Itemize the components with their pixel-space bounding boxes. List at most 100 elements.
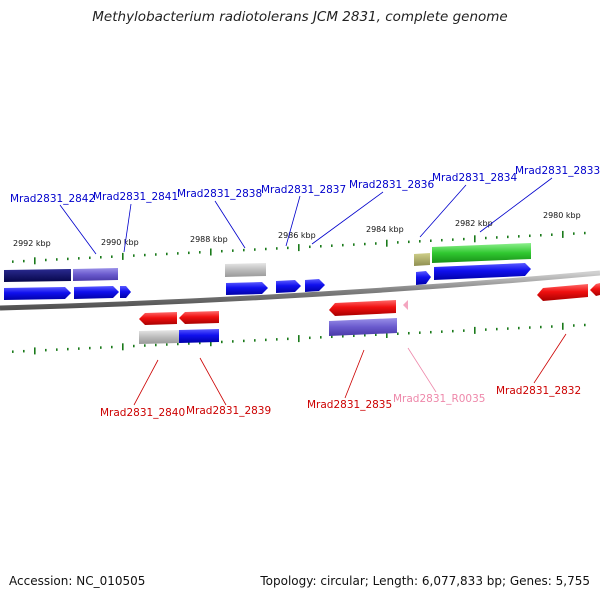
gene-arrow-reverse[interactable] [329, 300, 396, 316]
gene-block-olive[interactable] [414, 253, 430, 266]
gene-arrow-forward[interactable] [434, 263, 531, 280]
gene-label-mrad2831-r0035[interactable]: Mrad2831_R0035 [393, 393, 485, 405]
gene-label-mrad2831-2836[interactable]: Mrad2831_2836 [349, 179, 434, 191]
minor-tick [573, 232, 575, 235]
gene-label-mrad2831-2842[interactable]: Mrad2831_2842 [10, 193, 95, 205]
minor-tick [496, 236, 498, 239]
minor-tick [518, 235, 520, 238]
minor-tick [177, 252, 179, 255]
major-tick [474, 235, 476, 243]
gene-arrow-reverse[interactable] [139, 312, 177, 325]
minor-tick [342, 335, 344, 338]
major-tick [34, 347, 36, 355]
minor-tick [45, 258, 47, 262]
minor-tick [309, 336, 311, 340]
gene-label-mrad2831-2835[interactable]: Mrad2831_2835 [307, 399, 392, 411]
minor-tick [188, 251, 190, 255]
minor-tick [265, 338, 267, 342]
minor-tick [529, 234, 531, 238]
minor-tick [584, 231, 586, 235]
gene-arrow-forward[interactable] [74, 286, 119, 299]
minor-tick [78, 257, 80, 260]
minor-tick [23, 259, 25, 263]
minor-tick [353, 243, 355, 246]
gene-arrow-reverse[interactable] [179, 311, 219, 324]
gene-block-purple[interactable] [73, 268, 118, 281]
gene-arrow-forward[interactable] [416, 271, 431, 285]
minor-tick [155, 253, 157, 256]
gene-arrow-reverse[interactable] [537, 284, 588, 301]
rna-gene-marker[interactable] [403, 300, 408, 310]
gene-block-purple[interactable] [329, 318, 397, 336]
kbp-label: 2990 kbp [101, 238, 139, 247]
minor-tick [166, 252, 168, 256]
gene-arrow-reverse[interactable] [590, 283, 600, 296]
minor-tick [254, 248, 256, 251]
minor-tick [111, 345, 113, 349]
gene-arrow-forward[interactable] [4, 287, 71, 300]
gene-label-mrad2831-2840[interactable]: Mrad2831_2840 [100, 407, 185, 419]
gene-label-mrad2831-2841[interactable]: Mrad2831_2841 [93, 191, 178, 203]
minor-tick [78, 347, 80, 350]
kbp-label: 2982 kbp [455, 219, 493, 228]
minor-tick [540, 234, 542, 237]
major-tick [386, 239, 388, 247]
minor-tick [12, 350, 14, 353]
minor-tick [408, 331, 410, 335]
minor-tick [364, 242, 366, 246]
gene-label-mrad2831-2832[interactable]: Mrad2831_2832 [496, 385, 581, 397]
minor-tick [375, 242, 377, 245]
gene-label-mrad2831-2833[interactable]: Mrad2831_2833 [515, 165, 600, 177]
kbp-label: 2992 kbp [13, 239, 51, 248]
major-tick [122, 252, 124, 260]
minor-tick [419, 240, 421, 243]
leader-lines-forward [59, 177, 553, 255]
minor-tick [89, 346, 91, 350]
gene-arrow-forward[interactable] [276, 280, 301, 293]
minor-tick [67, 257, 69, 261]
gene-arrow-forward[interactable] [226, 282, 268, 295]
gene-label-mrad2831-2837[interactable]: Mrad2831_2837 [261, 184, 346, 196]
outer-tick-track [12, 230, 586, 265]
gene-block-navy[interactable] [4, 269, 71, 282]
gene-block-green[interactable] [432, 243, 531, 263]
minor-tick [507, 235, 509, 239]
genome-backbone [0, 270, 600, 311]
minor-tick [441, 330, 443, 333]
minor-tick [45, 348, 47, 352]
minor-tick [276, 338, 278, 341]
minor-tick [276, 247, 278, 250]
minor-tick [507, 327, 509, 330]
minor-tick [56, 258, 58, 261]
kbp-label: 2988 kbp [190, 235, 228, 244]
minor-tick [320, 336, 322, 339]
gene-arrow-forward[interactable] [120, 286, 131, 298]
minor-tick [397, 241, 399, 244]
gene-label-mrad2831-2839[interactable]: Mrad2831_2839 [186, 405, 271, 417]
inner-tick-track [12, 322, 586, 355]
minor-tick [309, 245, 311, 249]
gene-block-gray[interactable] [139, 330, 179, 344]
minor-tick [265, 247, 267, 251]
minor-tick [320, 245, 322, 248]
minor-tick [331, 335, 333, 339]
minor-tick [232, 249, 234, 252]
minor-tick [243, 339, 245, 343]
gene-label-mrad2831-2834[interactable]: Mrad2831_2834 [432, 172, 517, 184]
minor-tick [133, 344, 135, 348]
kbp-label: 2986 kbp [278, 231, 316, 240]
minor-tick [232, 340, 234, 343]
gene-block-blue[interactable] [179, 329, 219, 343]
minor-tick [111, 255, 113, 258]
minor-tick [353, 334, 355, 338]
minor-tick [518, 326, 520, 330]
minor-tick [67, 347, 69, 351]
gene-arrow-forward[interactable] [305, 279, 325, 292]
major-tick [562, 322, 564, 330]
gene-label-mrad2831-2838[interactable]: Mrad2831_2838 [177, 188, 262, 200]
gene-block-gray[interactable] [225, 263, 266, 277]
minor-tick [584, 323, 586, 327]
minor-tick [243, 248, 245, 252]
minor-tick [56, 348, 58, 351]
